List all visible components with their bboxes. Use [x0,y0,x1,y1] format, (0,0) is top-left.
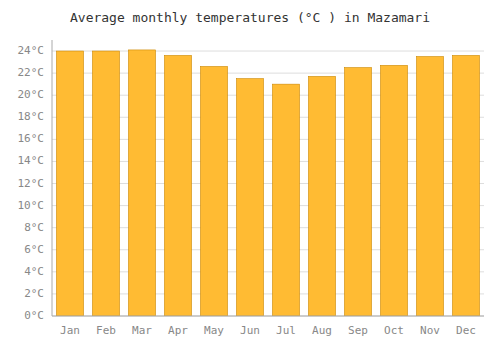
y-tick-label: 8°C [24,221,44,234]
y-tick-label: 22°C [18,66,45,79]
grid [52,51,484,316]
y-tick-label: 12°C [18,177,45,190]
x-tick-label: Nov [420,324,440,337]
x-tick-label: Aug [312,324,332,337]
y-tick-label: 10°C [18,199,45,212]
y-tick-label: 0°C [24,309,44,322]
x-tick-label: May [204,324,224,337]
y-tick-label: 24°C [18,44,45,57]
bar [93,51,120,316]
grid-line [52,316,484,317]
y-tick-label: 14°C [18,154,45,167]
bars [57,50,480,316]
chart-svg: 0°C 2°C 4°C 6°C 8°C 10°C 12°C 14°C 16°C 18°C 20°C 2… [0,0,500,350]
bar [309,76,336,316]
y-axis-line [52,40,53,316]
bar [381,65,408,316]
x-tick-label: Apr [168,324,188,337]
y-tick-label: 6°C [24,243,44,256]
x-tick-label: Jul [276,324,296,337]
y-ticks: 0°C 2°C 4°C 6°C 8°C 10°C 12°C 14°C 16°C 18°C 20°C 2… [18,44,45,322]
x-tick-label: Jan [60,324,80,337]
y-tick-label: 4°C [24,265,44,278]
bar [417,57,444,316]
x-tick-label: Feb [96,324,116,337]
x-tick-label: Oct [384,324,404,337]
y-tick-label: 18°C [18,110,45,123]
bar [57,51,84,316]
x-tick-label: Jun [240,324,260,337]
title: Average monthly temperatures (°C ) in Ma… [70,10,430,25]
bar [345,68,372,316]
x-axis-line [52,316,484,317]
y-tick-label: 2°C [24,287,44,300]
bar [165,55,192,316]
bar [129,50,156,316]
chart-container: 0°C 2°C 4°C 6°C 8°C 10°C 12°C 14°C 16°C 18°C 20°C 2… [0,0,500,350]
y-tick-label: 20°C [18,88,45,101]
bar [273,84,300,316]
x-ticks: Jan Feb Mar Apr May Jun Jul Aug Sep Oct Nov Dec [60,324,476,337]
y-tick-label: 16°C [18,132,45,145]
x-tick-label: Mar [132,324,152,337]
bar [237,79,264,316]
x-tick-label: Dec [456,324,476,337]
bar [201,66,228,316]
bar [453,55,480,316]
x-tick-label: Sep [348,324,368,337]
